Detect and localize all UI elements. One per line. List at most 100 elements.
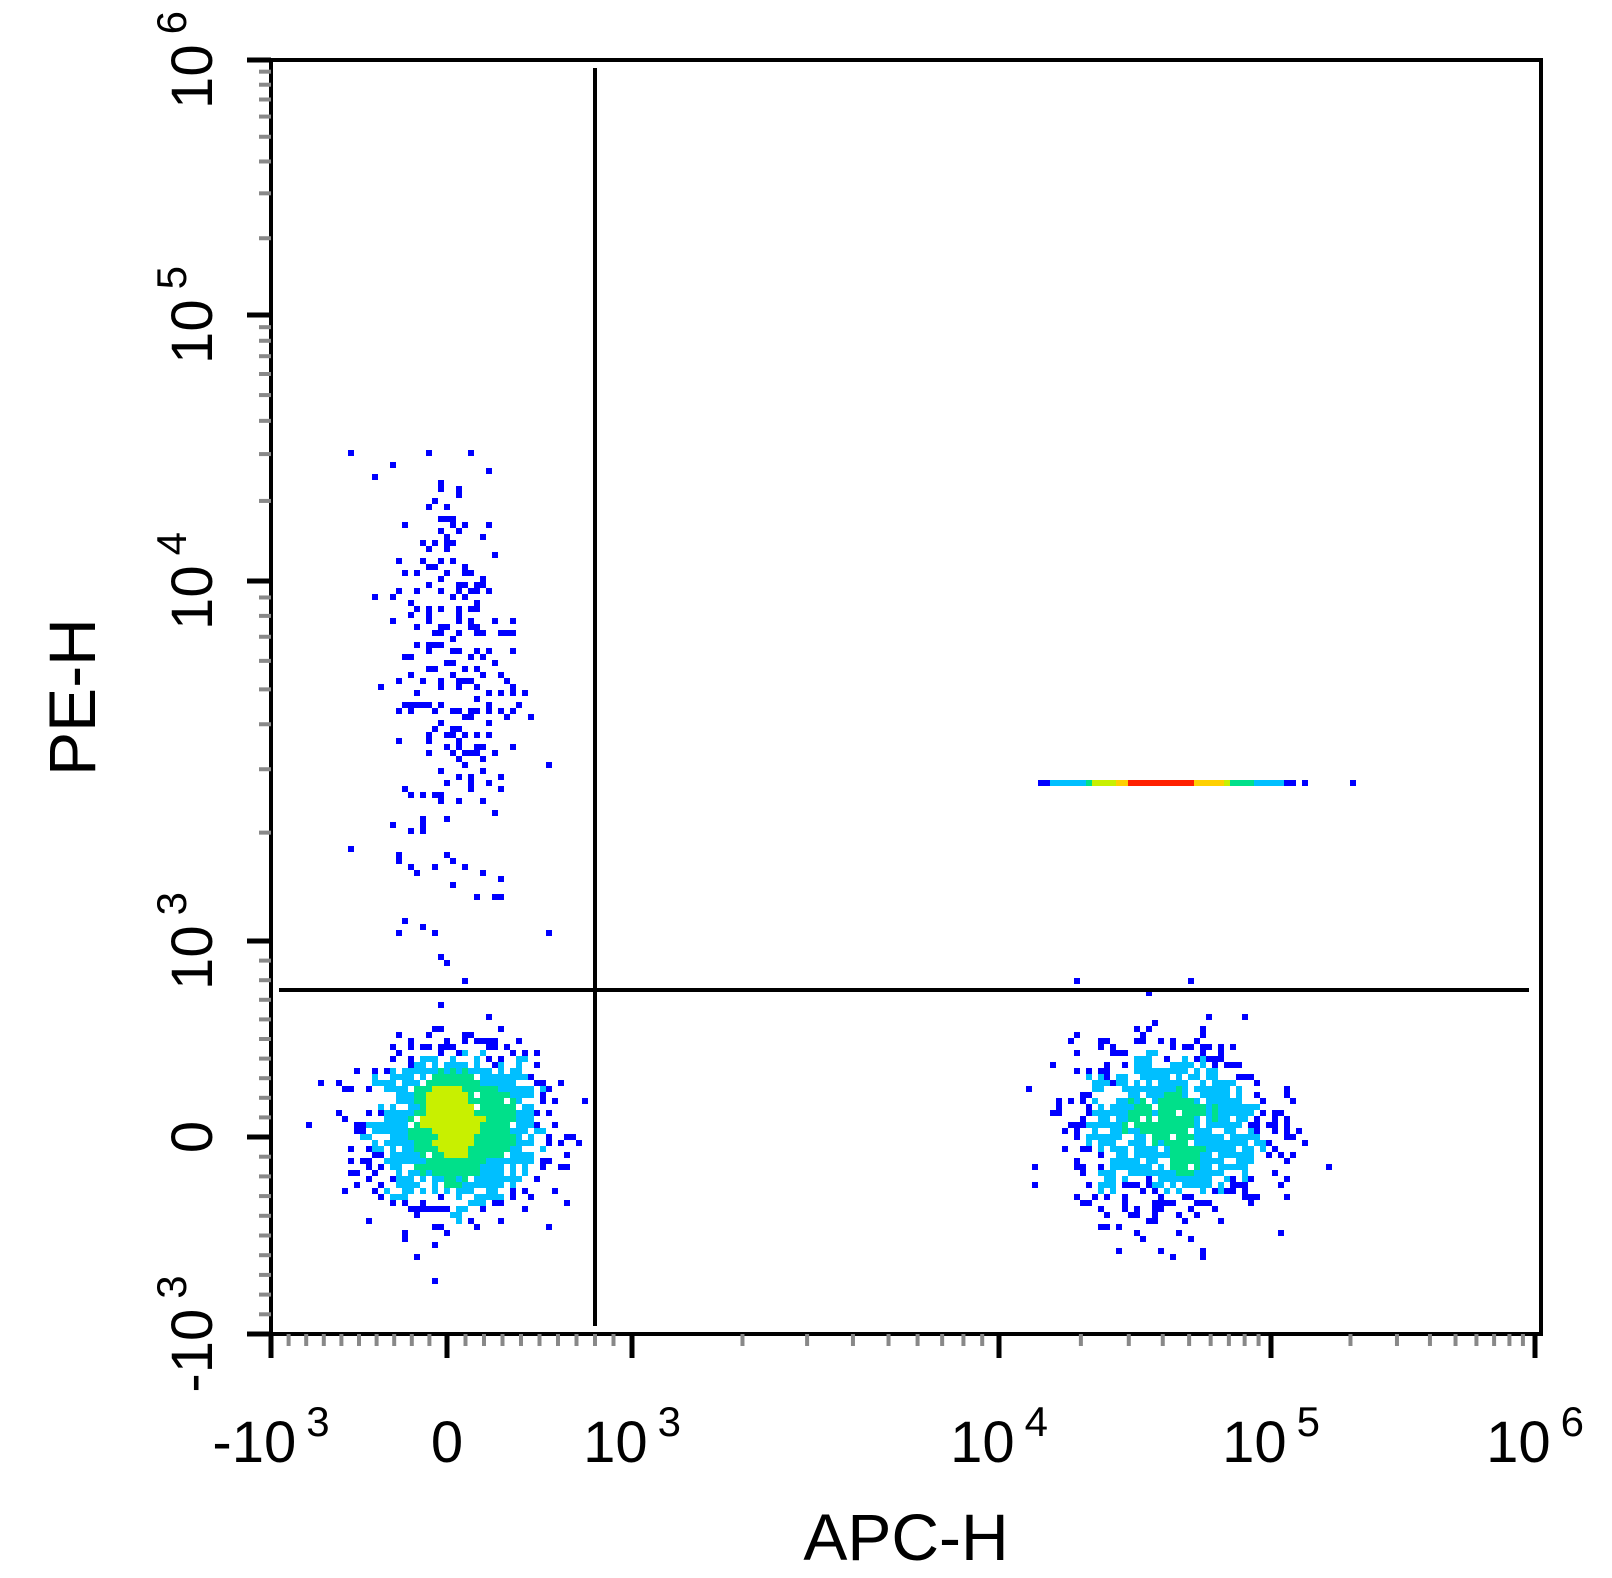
- event-point: [1206, 1098, 1212, 1104]
- event-point: [486, 702, 492, 708]
- event-point: [1230, 1080, 1236, 1086]
- event-point: [1110, 780, 1116, 786]
- event-point: [456, 1074, 462, 1080]
- event-point: [510, 1104, 516, 1110]
- event-point: [1206, 1134, 1212, 1140]
- event-point: [510, 1134, 516, 1140]
- event-point: [1260, 780, 1266, 786]
- event-point: [456, 606, 462, 612]
- event-point: [426, 1134, 432, 1140]
- event-point: [480, 630, 486, 636]
- event-point: [1230, 1146, 1236, 1152]
- event-point: [1284, 1092, 1290, 1098]
- event-point: [1080, 1116, 1086, 1122]
- event-point: [534, 1062, 540, 1068]
- event-point: [414, 1140, 420, 1146]
- event-point: [510, 1152, 516, 1158]
- event-point: [1176, 1116, 1182, 1122]
- event-point: [1164, 1080, 1170, 1086]
- event-point: [462, 732, 468, 738]
- event-point: [516, 1038, 522, 1044]
- event-point: [408, 1038, 414, 1044]
- x-axis: -10 3 0 10 3 10 4 10 5 10 6: [212, 1334, 1584, 1475]
- event-point: [432, 1146, 438, 1152]
- event-point: [426, 1206, 432, 1212]
- event-point: [456, 1152, 462, 1158]
- event-point: [1146, 1116, 1152, 1122]
- event-point: [1110, 1170, 1116, 1176]
- event-point: [1212, 1158, 1218, 1164]
- event-point: [420, 1200, 426, 1206]
- event-point: [432, 666, 438, 672]
- event-point: [1230, 1062, 1236, 1068]
- event-point: [450, 660, 456, 666]
- event-point: [1206, 1104, 1212, 1110]
- event-point: [456, 648, 462, 654]
- event-point: [366, 1176, 372, 1182]
- event-point: [1152, 1158, 1158, 1164]
- event-point: [1122, 780, 1128, 786]
- event-point: [432, 564, 438, 570]
- event-point: [396, 1092, 402, 1098]
- event-point: [492, 1044, 498, 1050]
- event-point: [402, 1230, 408, 1236]
- event-point: [1170, 1086, 1176, 1092]
- event-point: [1068, 1038, 1074, 1044]
- event-point: [498, 1122, 504, 1128]
- event-point: [396, 1182, 402, 1188]
- event-point: [450, 1104, 456, 1110]
- event-point: [450, 1080, 456, 1086]
- event-point: [1122, 1122, 1128, 1128]
- event-point: [450, 1152, 456, 1158]
- event-point: [474, 1062, 480, 1068]
- event-point: [468, 750, 474, 756]
- event-point: [1170, 1152, 1176, 1158]
- event-point: [444, 1110, 450, 1116]
- event-point: [1122, 1050, 1128, 1056]
- event-point: [1074, 978, 1080, 984]
- event-point: [1206, 1128, 1212, 1134]
- event-point: [1194, 1110, 1200, 1116]
- event-point: [1188, 1134, 1194, 1140]
- event-point: [1266, 780, 1272, 786]
- event-point: [1212, 1098, 1218, 1104]
- event-point: [474, 606, 480, 612]
- event-point: [1284, 1086, 1290, 1092]
- event-point: [1116, 1050, 1122, 1056]
- event-point: [510, 1098, 516, 1104]
- event-point: [1128, 1098, 1134, 1104]
- event-point: [1032, 1182, 1038, 1188]
- event-point: [1074, 1164, 1080, 1170]
- event-point: [426, 1080, 432, 1086]
- event-point: [1062, 1146, 1068, 1152]
- event-point: [432, 1074, 438, 1080]
- event-point: [1140, 1236, 1146, 1242]
- event-point: [504, 678, 510, 684]
- event-point: [1092, 1110, 1098, 1116]
- event-point: [372, 1146, 378, 1152]
- event-point: [1122, 1182, 1128, 1188]
- event-point: [1224, 1188, 1230, 1194]
- event-point: [1254, 1122, 1260, 1128]
- event-point: [420, 702, 426, 708]
- event-point: [1200, 1104, 1206, 1110]
- event-point: [522, 1092, 528, 1098]
- event-point: [444, 624, 450, 630]
- event-point: [450, 1110, 456, 1116]
- event-point: [1128, 1116, 1134, 1122]
- event-point: [396, 1110, 402, 1116]
- event-point: [492, 1098, 498, 1104]
- event-point: [438, 684, 444, 690]
- event-point: [336, 1080, 342, 1086]
- event-point: [1200, 1200, 1206, 1206]
- event-point: [1302, 1140, 1308, 1146]
- event-point: [528, 714, 534, 720]
- event-point: [420, 1188, 426, 1194]
- event-point: [1224, 1146, 1230, 1152]
- event-point: [1200, 1176, 1206, 1182]
- event-point: [1212, 1110, 1218, 1116]
- event-point: [432, 1092, 438, 1098]
- event-point: [1224, 1152, 1230, 1158]
- event-point: [1146, 1128, 1152, 1134]
- event-point: [1182, 1122, 1188, 1128]
